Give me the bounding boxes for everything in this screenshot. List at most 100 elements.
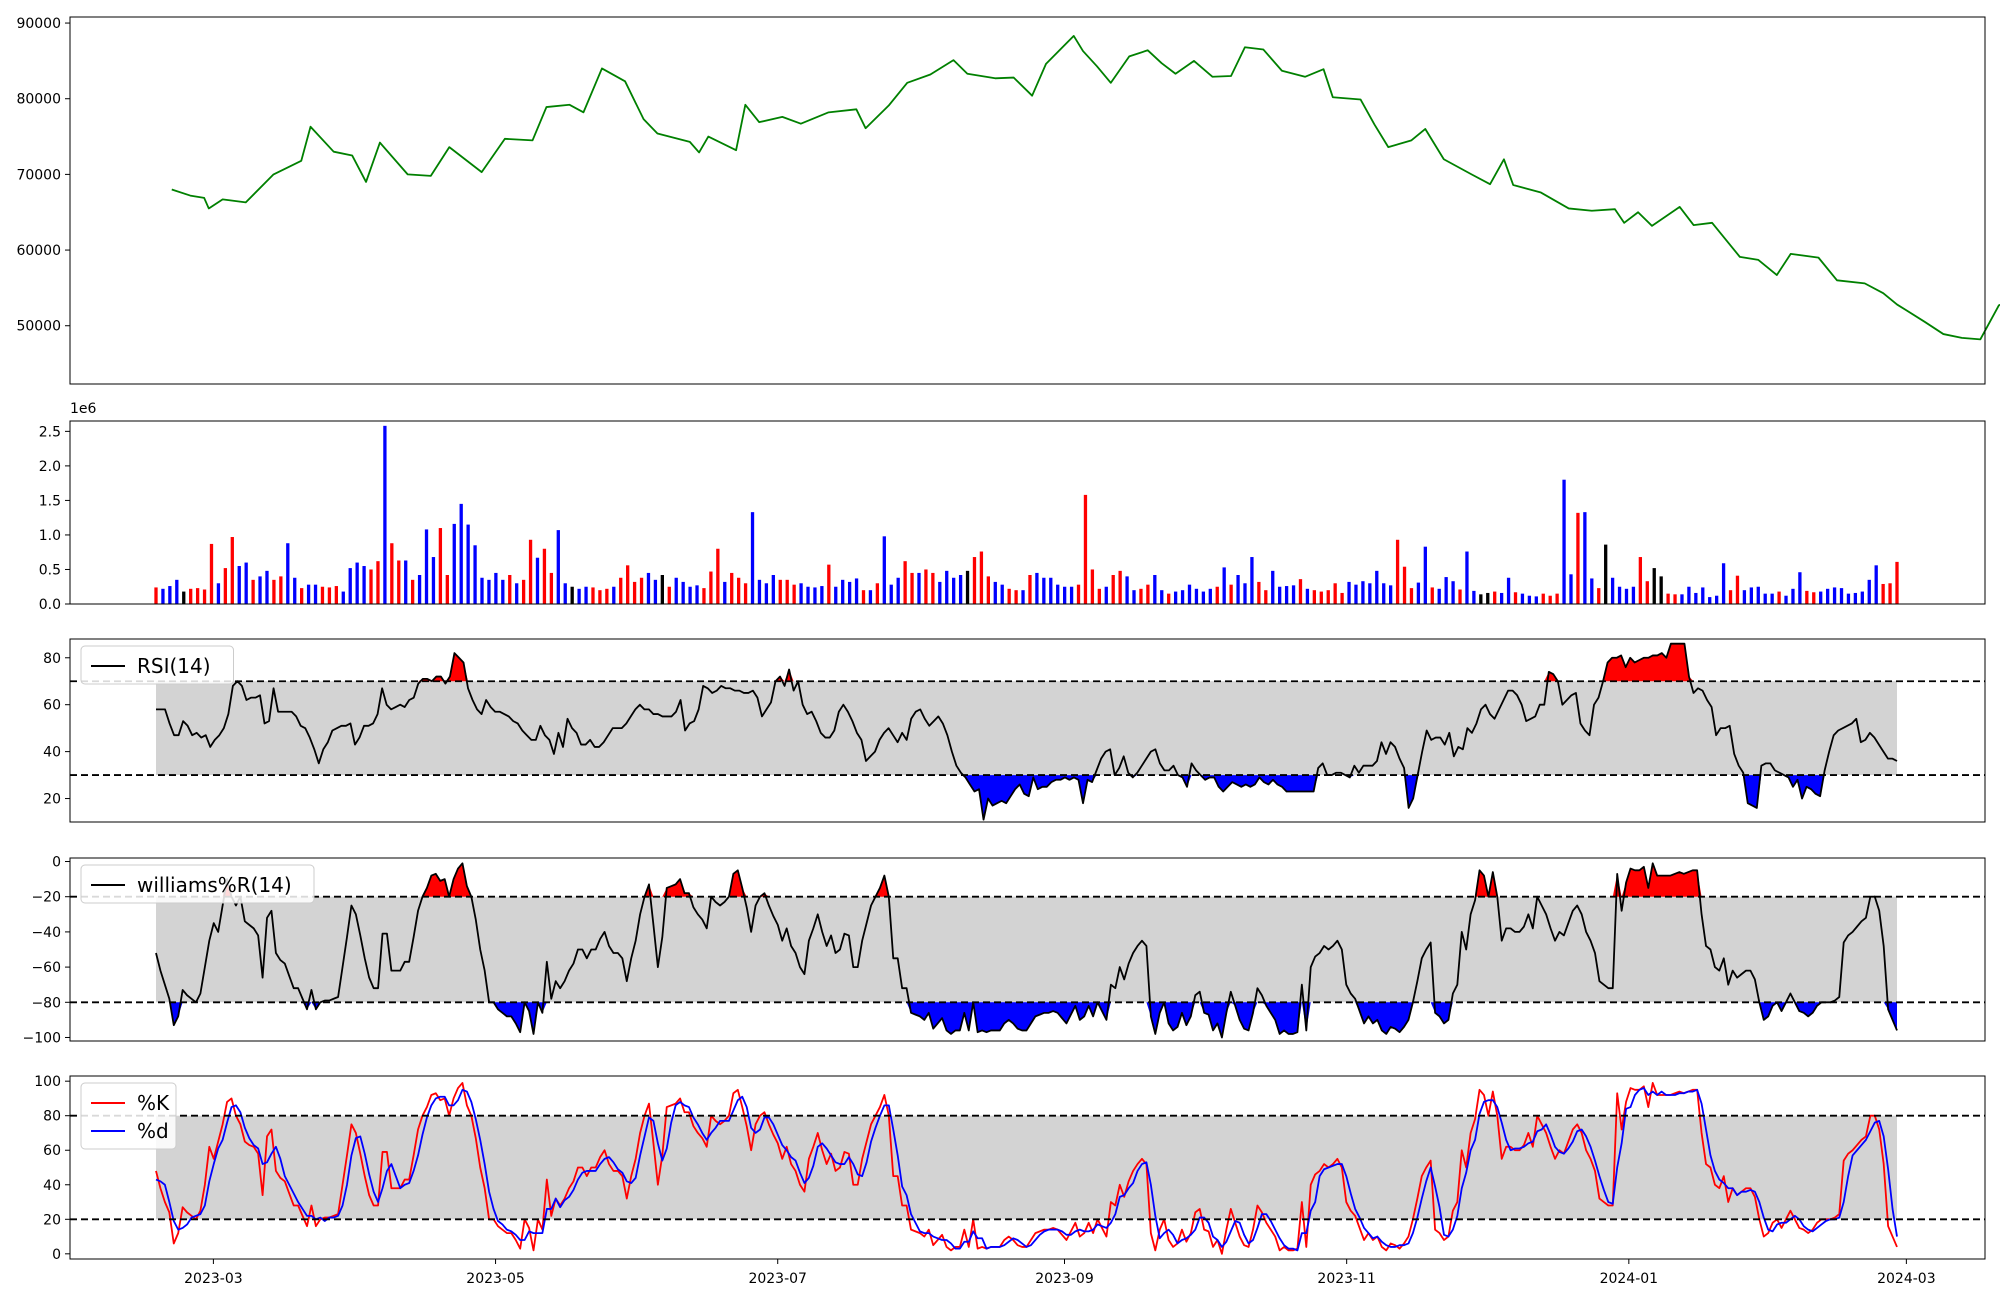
date-tick-label: 2023-05 bbox=[466, 1271, 525, 1287]
volume-bar bbox=[1895, 561, 1899, 604]
volume-bar bbox=[501, 579, 505, 604]
rsi-ytick-label: 40 bbox=[43, 745, 61, 761]
stochastic-ytick-label: 0 bbox=[52, 1247, 61, 1263]
volume-bar bbox=[1042, 577, 1046, 604]
volume-bar bbox=[306, 584, 311, 604]
volume-bar bbox=[1451, 581, 1455, 604]
rsi-band bbox=[156, 681, 1897, 776]
volume-bar bbox=[820, 586, 824, 604]
volume-bar bbox=[348, 568, 352, 604]
volume-bar bbox=[1305, 588, 1310, 604]
volume-bar bbox=[1271, 570, 1275, 604]
volume-bar bbox=[889, 584, 893, 604]
stochastic-ytick-label: 60 bbox=[43, 1143, 61, 1159]
rsi-ytick-label: 60 bbox=[43, 698, 61, 714]
volume-bar bbox=[1728, 590, 1733, 604]
volume-bar bbox=[952, 577, 956, 604]
volume-bar bbox=[1423, 546, 1427, 604]
volume-bar bbox=[341, 591, 345, 604]
volume-bar bbox=[195, 588, 200, 604]
volume-bar bbox=[993, 581, 997, 604]
volume-bar bbox=[1354, 584, 1358, 604]
volume-bar bbox=[1458, 589, 1462, 604]
stochastic-band bbox=[156, 1115, 1897, 1220]
date-tick-label: 2024-03 bbox=[1877, 1271, 1936, 1287]
volume-bar bbox=[1319, 591, 1323, 604]
volume-bar bbox=[778, 579, 782, 604]
volume-bar bbox=[1569, 574, 1573, 604]
stochastic-ytick-label: 100 bbox=[34, 1074, 61, 1090]
stochastic-frame bbox=[69, 1075, 1986, 1260]
rsi-legend-label: RSI(14) bbox=[137, 654, 211, 678]
volume-bar bbox=[383, 425, 387, 604]
volume-bar bbox=[730, 572, 734, 604]
volume-bar bbox=[882, 536, 886, 604]
volume-bar bbox=[965, 570, 970, 604]
volume-bar bbox=[1784, 595, 1788, 604]
volume-offset-label: 1e6 bbox=[70, 401, 97, 417]
volume-bar bbox=[182, 591, 186, 604]
volume-bar bbox=[521, 579, 526, 604]
volume-bar bbox=[1208, 588, 1212, 604]
volume-bar bbox=[327, 587, 332, 604]
volume-bar bbox=[1215, 586, 1219, 604]
price-line bbox=[171, 35, 2000, 341]
volume-bar bbox=[688, 586, 692, 604]
williams-ytick-label: −100 bbox=[23, 1030, 61, 1046]
volume-bar bbox=[674, 577, 678, 604]
volume-bar bbox=[1153, 575, 1157, 604]
williams-ytick-label: −60 bbox=[31, 960, 61, 976]
volume-bar bbox=[1000, 584, 1004, 604]
rsi-ytick-label: 80 bbox=[43, 651, 61, 667]
volume-bar bbox=[1361, 581, 1365, 604]
volume-bar bbox=[1839, 588, 1844, 604]
volume-bar bbox=[737, 577, 741, 604]
volume-ytick-label: 1.5 bbox=[39, 493, 61, 509]
volume-bar bbox=[938, 581, 942, 604]
volume-bar bbox=[1493, 591, 1497, 604]
volume-bar bbox=[646, 572, 651, 604]
percent-d-line bbox=[155, 1087, 1898, 1252]
volume-bar bbox=[473, 545, 477, 604]
volume-bar bbox=[723, 581, 727, 604]
volume-bar bbox=[1007, 588, 1011, 604]
volume-bar bbox=[986, 576, 990, 604]
volume-bar bbox=[917, 572, 921, 604]
volume-bar bbox=[154, 587, 158, 604]
volume-bar bbox=[1139, 588, 1143, 604]
volume-bar bbox=[1555, 593, 1559, 604]
stochastic-ytick-label: 80 bbox=[43, 1109, 61, 1125]
volume-bar bbox=[1687, 586, 1691, 604]
volume-bar bbox=[1624, 588, 1629, 604]
volume-bar bbox=[1049, 577, 1053, 604]
volume-bar bbox=[806, 586, 810, 604]
price-ytick-label: 60000 bbox=[16, 243, 61, 259]
volume-bar bbox=[286, 543, 290, 604]
williams-ytick-label: 0 bbox=[52, 855, 61, 871]
volume-bar bbox=[1846, 593, 1851, 604]
volume-bar bbox=[861, 590, 866, 604]
volume-bar bbox=[417, 575, 422, 604]
volume-bar bbox=[1395, 539, 1400, 604]
volume-bar bbox=[438, 528, 443, 604]
volume-bar bbox=[1527, 595, 1532, 604]
volume-bar bbox=[466, 524, 470, 604]
volume-bar bbox=[279, 576, 283, 604]
volume-bar bbox=[528, 539, 533, 604]
volume-bar bbox=[813, 587, 817, 604]
volume-bar bbox=[1069, 586, 1074, 604]
volume-bar bbox=[189, 588, 193, 604]
volume-bar bbox=[1236, 575, 1240, 604]
volume-bar bbox=[376, 561, 380, 604]
volume-bar bbox=[1701, 587, 1705, 604]
volume-bar bbox=[1472, 590, 1476, 604]
volume-bar bbox=[681, 581, 685, 604]
volume-bar bbox=[1631, 586, 1636, 604]
price-ytick-label: 50000 bbox=[16, 319, 61, 335]
rsi-oversold-fill bbox=[156, 775, 1897, 820]
stochastic-legend-label: %d bbox=[137, 1119, 169, 1143]
stochastic-legend-label: %K bbox=[137, 1091, 170, 1115]
volume-bar bbox=[1368, 583, 1372, 604]
williams-ytick-label: −20 bbox=[31, 890, 61, 906]
volume-bar bbox=[1708, 597, 1712, 604]
